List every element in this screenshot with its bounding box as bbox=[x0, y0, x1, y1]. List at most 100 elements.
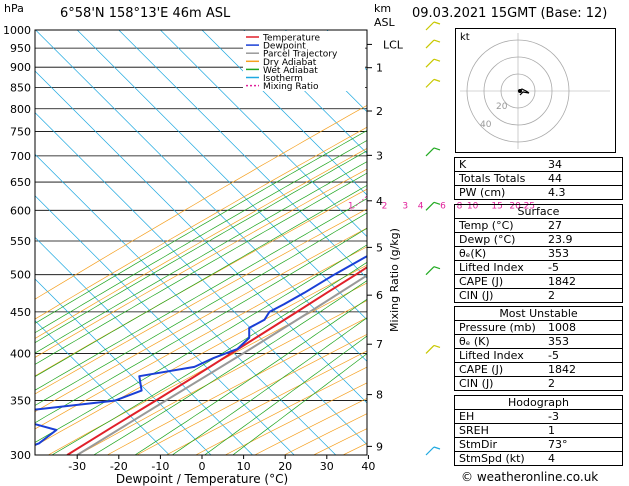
mixing-ratio-axis-title: Mixing Ratio (g/kg) bbox=[388, 228, 401, 332]
surface-label: θₑ(K) bbox=[454, 246, 544, 261]
hodograph-stat-row: SREH 1 bbox=[454, 423, 623, 438]
wet-adiabat-line bbox=[35, 227, 367, 424]
surface-title: Surface bbox=[454, 204, 623, 219]
dry-adiabat-line bbox=[35, 208, 367, 395]
dry-adiabat-line bbox=[77, 300, 367, 455]
mixing-ratio-label: 2 bbox=[382, 201, 388, 211]
hodograph-trace bbox=[517, 88, 530, 96]
wind-barb bbox=[425, 78, 435, 88]
wet-adiabat-line bbox=[35, 212, 367, 406]
wind-barb bbox=[425, 147, 435, 157]
most-unstable-label: Pressure (mb) bbox=[454, 320, 544, 335]
dry-adiabat-line bbox=[107, 317, 367, 455]
wind-barb bbox=[425, 201, 435, 211]
x-tick-label: 40 bbox=[361, 460, 375, 473]
most-unstable-label: θₑ (K) bbox=[454, 334, 544, 349]
surface-table: Surface Temp (°C) 27 Dewp (°C) 23.9 θₑ(K) 353… bbox=[454, 204, 623, 303]
surface-value: 1842 bbox=[544, 274, 623, 289]
mixing-ratio-label: 4 bbox=[418, 201, 424, 211]
legend-entry: Isotherm bbox=[263, 74, 303, 84]
wet-adiabat-line bbox=[93, 280, 367, 455]
height-tick-label: 1 bbox=[376, 62, 383, 75]
wet-adiabat-line bbox=[35, 244, 367, 443]
hodograph-ring-label-20: 20 bbox=[496, 102, 508, 112]
temperature-profile bbox=[66, 266, 367, 455]
datetime-title: 09.03.2021 15GMT (Base: 12) bbox=[412, 6, 608, 21]
location-title: 6°58'N 158°13'E 46m ASL bbox=[60, 6, 231, 21]
isotherm-line bbox=[243, 30, 367, 154]
wind-barb-feather bbox=[433, 78, 441, 82]
pressure-tick-label: 400 bbox=[10, 347, 31, 360]
most-unstable-value: 1008 bbox=[544, 320, 623, 335]
isotherm-line bbox=[284, 30, 367, 113]
hodograph-stat-label: EH bbox=[454, 409, 544, 424]
mixing-ratio-label: 1 bbox=[348, 201, 354, 211]
wet-adiabat-line bbox=[35, 172, 367, 365]
indices-table: K 34 Totals Totals 44 PW (cm) 4.3 bbox=[454, 157, 623, 200]
hodograph-stat-label: SREH bbox=[454, 423, 544, 438]
dry-adiabat-line bbox=[35, 246, 367, 430]
wind-barb-feather bbox=[433, 147, 441, 151]
isotherm-line bbox=[35, 30, 367, 362]
surface-label: Temp (°C) bbox=[454, 218, 544, 233]
hodograph-table: Hodograph EH -3 SREH 1 StmDir 73° StmSpd (kt) 4 bbox=[454, 395, 623, 466]
wind-barb bbox=[425, 345, 435, 354]
x-tick-label: 20 bbox=[278, 460, 292, 473]
wind-barb-feather bbox=[433, 446, 441, 450]
dry-adiabat-line bbox=[35, 126, 367, 320]
height-tick-label: 3 bbox=[376, 149, 383, 162]
hodograph-stat-label: StmSpd (kt) bbox=[454, 451, 544, 466]
hodograph-stat-value: 1 bbox=[544, 423, 623, 438]
surface-row: CIN (J) 2 bbox=[454, 288, 623, 303]
pressure-tick-label: 300 bbox=[10, 449, 31, 462]
most-unstable-title: Most Unstable bbox=[454, 306, 623, 321]
pressure-tick-label: 650 bbox=[10, 176, 31, 189]
wind-barb-feather bbox=[433, 21, 441, 25]
x-tick-label: 30 bbox=[320, 460, 334, 473]
most-unstable-value: 353 bbox=[544, 334, 623, 349]
most-unstable-label: Lifted Index bbox=[454, 348, 544, 363]
dry-adiabat-line bbox=[35, 168, 367, 358]
wet-adiabat-line bbox=[204, 335, 367, 455]
surface-label: CIN (J) bbox=[454, 288, 544, 303]
pressure-tick-label: 1000 bbox=[3, 24, 31, 37]
pressure-tick-label: 700 bbox=[10, 150, 31, 163]
legend-entry: Temperature bbox=[262, 34, 320, 44]
pressure-tick-label: 800 bbox=[10, 103, 31, 116]
wet-adiabat-line bbox=[35, 161, 367, 354]
pressure-tick-label: 550 bbox=[10, 235, 31, 248]
dry-adiabat-line bbox=[35, 264, 367, 447]
wind-barb bbox=[425, 58, 435, 68]
most-unstable-label: CAPE (J) bbox=[454, 362, 544, 377]
hodograph-stat-value: 4 bbox=[544, 451, 623, 466]
height-tick-label: 6 bbox=[376, 289, 383, 302]
wet-adiabat-line bbox=[35, 130, 367, 324]
pressure-tick-label: 600 bbox=[10, 204, 31, 217]
most-unstable-label: CIN (J) bbox=[454, 376, 544, 391]
pressure-tick-label: 950 bbox=[10, 42, 31, 55]
index-value: 4.3 bbox=[544, 185, 623, 200]
pressure-tick-label: 450 bbox=[10, 306, 31, 319]
surface-value: -5 bbox=[544, 260, 623, 275]
isotherm-line bbox=[118, 30, 367, 279]
surface-label: Lifted Index bbox=[454, 260, 544, 275]
isotherm-line bbox=[35, 195, 295, 455]
wet-adiabat-line bbox=[51, 261, 367, 455]
index-row: K 34 bbox=[454, 157, 623, 172]
index-value: 34 bbox=[544, 157, 623, 172]
surface-value: 27 bbox=[544, 218, 623, 233]
hodograph-ring-label-40: 40 bbox=[480, 120, 492, 130]
hodograph-storm-motion bbox=[518, 89, 522, 93]
hodograph-stat-row: StmDir 73° bbox=[454, 437, 623, 452]
dry-adiabat-line bbox=[48, 282, 367, 455]
height-tick-label: 5 bbox=[376, 241, 383, 254]
mixing-ratio-label: 3 bbox=[402, 201, 408, 211]
hodograph-unit-label: kt bbox=[460, 32, 470, 43]
index-label: K bbox=[454, 157, 544, 172]
wet-adiabat-line bbox=[35, 150, 367, 344]
height-tick-label: 4 bbox=[376, 195, 383, 208]
x-tick-label: -20 bbox=[110, 460, 128, 473]
wet-adiabat-line bbox=[134, 298, 367, 455]
most-unstable-value: -5 bbox=[544, 348, 623, 363]
most-unstable-value: 1842 bbox=[544, 362, 623, 377]
